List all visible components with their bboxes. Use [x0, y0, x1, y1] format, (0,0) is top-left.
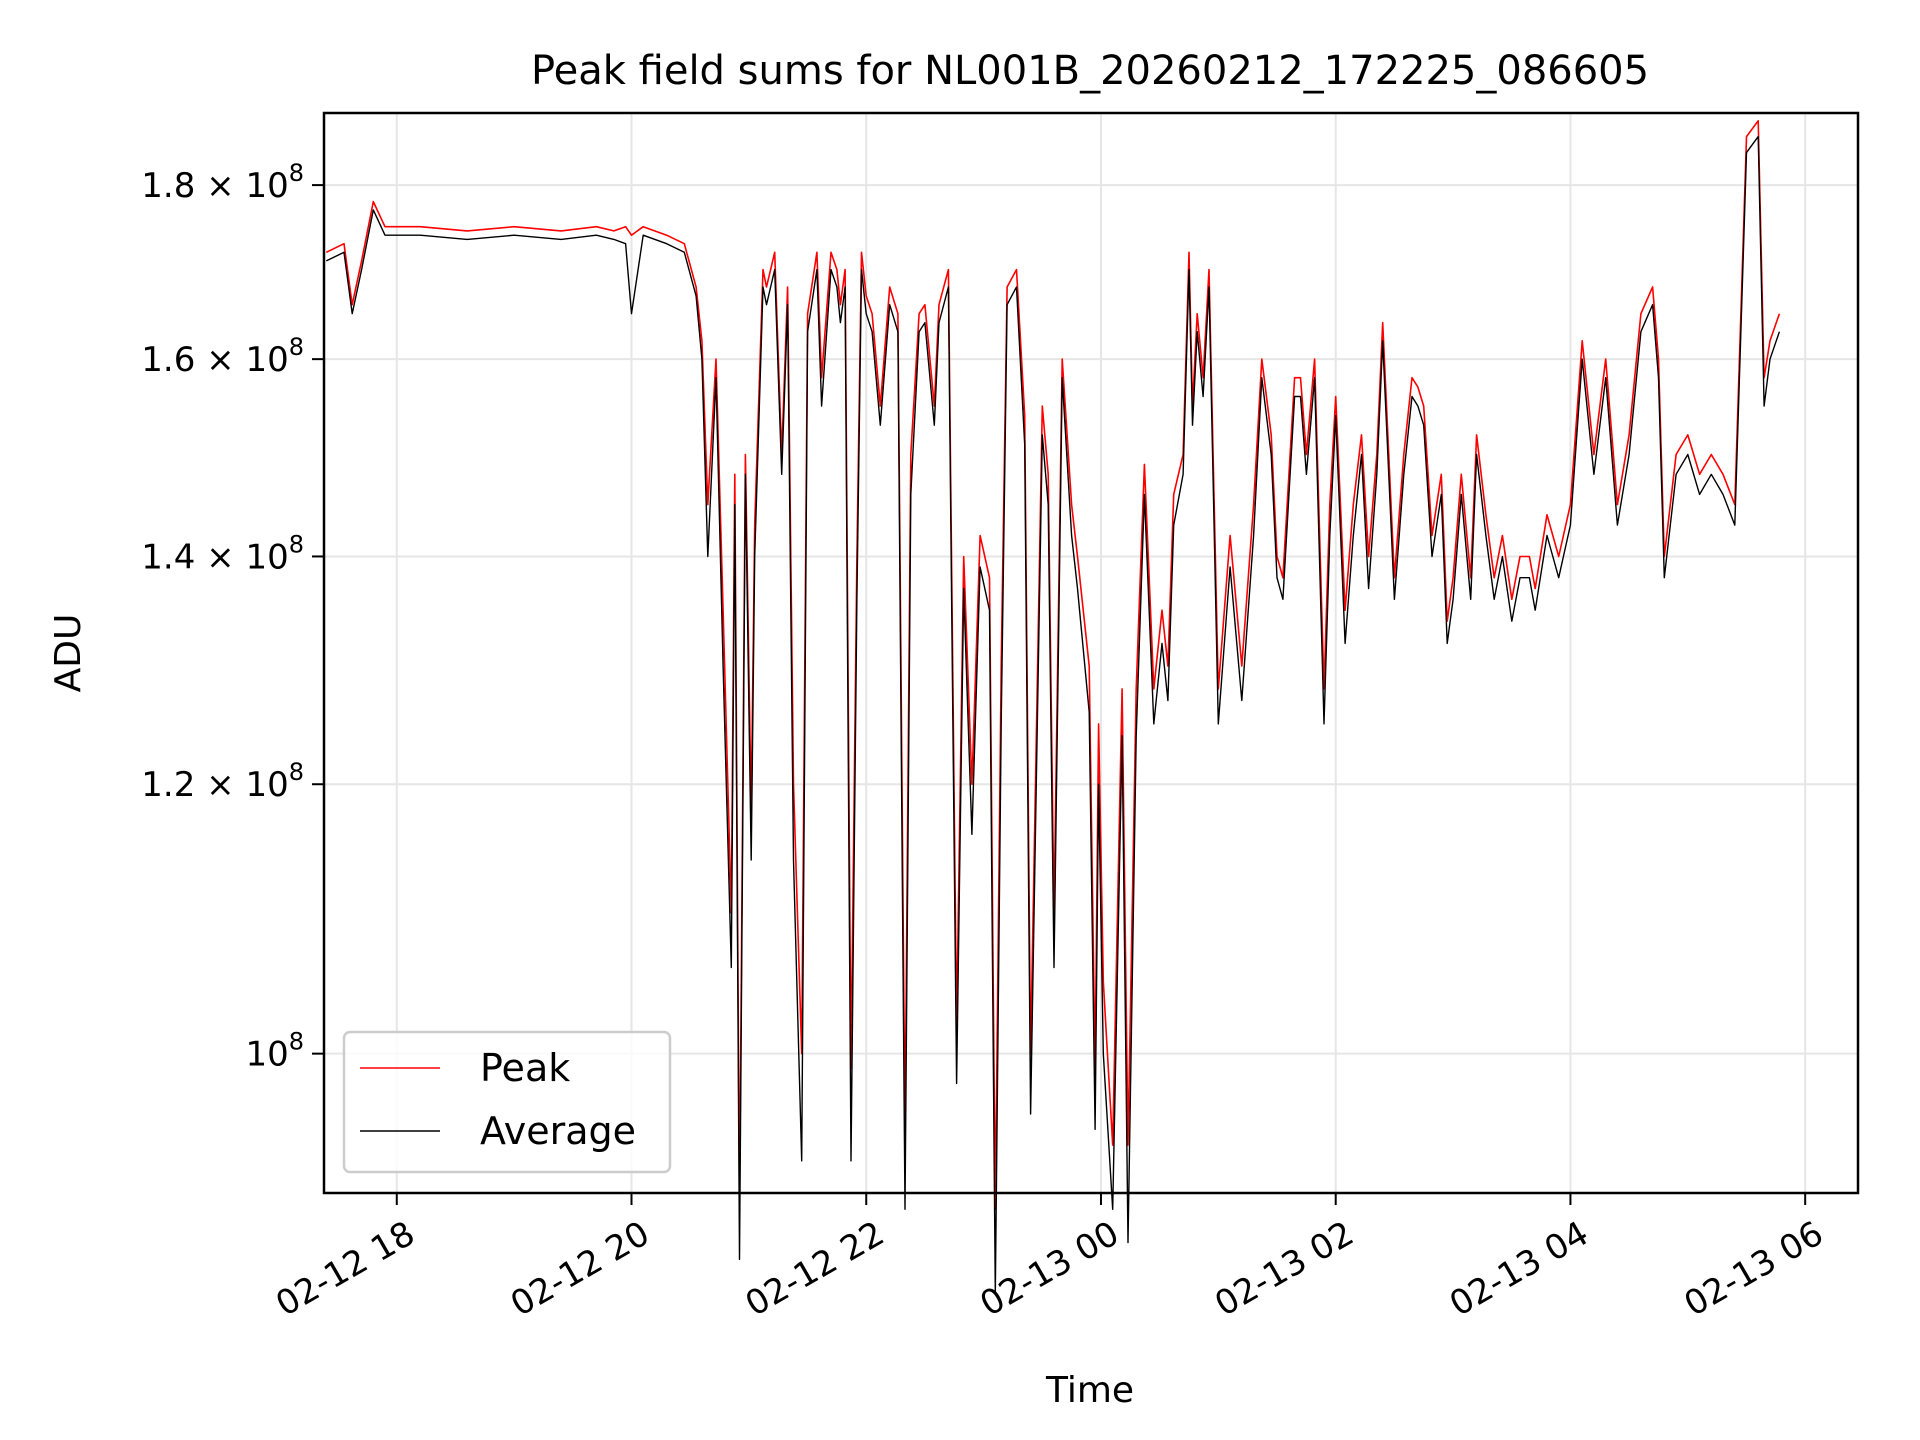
- chart-title: Peak field sums for NL001B_20260212_1722…: [531, 48, 1649, 94]
- y-tick-label: 1.6 × 108: [141, 333, 304, 380]
- y-tick-label: 1.2 × 108: [141, 758, 304, 805]
- legend-label-peak: Peak: [480, 1046, 570, 1090]
- series-layer: [325, 120, 1781, 1295]
- legend: Peak Average: [342, 1030, 672, 1174]
- series-line-average: [325, 135, 1781, 1295]
- y-tick-label: 108: [245, 1028, 304, 1075]
- y-tick-label: 1.4 × 108: [141, 530, 304, 577]
- legend-label-average: Average: [480, 1109, 636, 1153]
- plot-area-frame: [322, 111, 1860, 1195]
- legend-frame: [342, 1030, 672, 1174]
- x-axis-label: Time: [1045, 1370, 1134, 1411]
- y-axis-label: ADU: [48, 614, 89, 693]
- y-tick-label: 1.8 × 108: [141, 159, 304, 206]
